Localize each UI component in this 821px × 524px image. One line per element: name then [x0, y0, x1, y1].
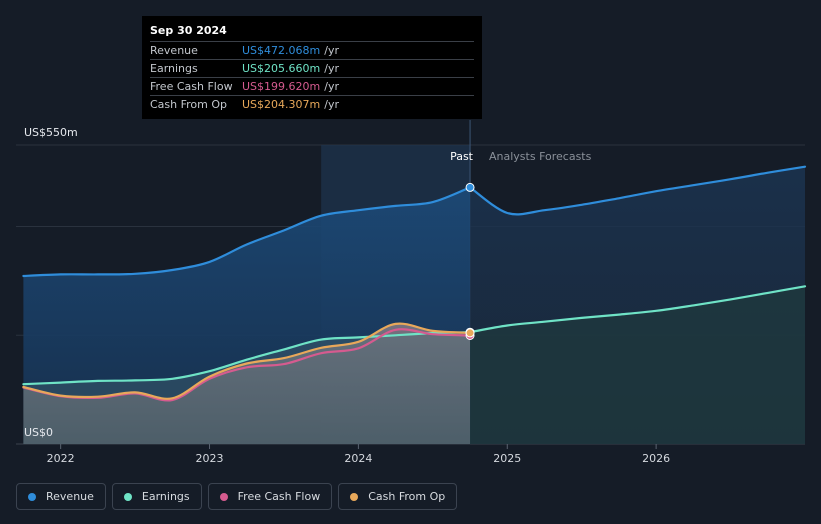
- tooltip-fcf-unit: /yr: [324, 80, 339, 93]
- legend-item-earnings[interactable]: Earnings: [111, 483, 202, 510]
- tooltip-earnings-name: Earnings: [150, 62, 198, 75]
- legend-dot-icon: [219, 492, 228, 501]
- past-label: Past: [450, 150, 474, 163]
- tooltip-date: Sep 30 2024: [150, 24, 227, 37]
- tooltip-cfo-unit: /yr: [324, 98, 339, 111]
- tooltip-revenue-name: Revenue: [150, 44, 198, 57]
- marker-cash-from-op: [465, 328, 475, 338]
- revenue-forecast-line: [468, 165, 807, 216]
- earnings-forecast-line: [468, 285, 807, 334]
- tooltip-fcf-value: US$199.620m: [242, 80, 321, 93]
- marker-revenue: [465, 182, 475, 192]
- legend-item-cash-from-op[interactable]: Cash From Op: [338, 483, 458, 510]
- cash-from-op-line: [22, 322, 472, 400]
- y-axis-top-label: US$550m: [24, 126, 78, 139]
- legend-dot-icon: [123, 492, 132, 501]
- tooltip-cfo-name: Cash From Op: [150, 98, 228, 111]
- tooltip-earnings-unit: /yr: [324, 62, 339, 75]
- legend: Revenue Earnings Free Cash Flow Cash Fro…: [16, 483, 458, 510]
- tooltip-cfo-value: US$204.307m: [242, 98, 321, 111]
- tooltip-fcf-name: Free Cash Flow: [150, 80, 233, 93]
- earnings-area: [23, 332, 471, 444]
- earnings-forecast-area: [470, 286, 805, 444]
- legend-dot-icon: [350, 492, 359, 501]
- tooltip-earnings-value: US$205.660m: [242, 62, 321, 75]
- tooltip-revenue-value: US$472.068m: [242, 44, 321, 57]
- forecast-label: Analysts Forecasts: [489, 150, 592, 163]
- legend-label: Cash From Op: [368, 490, 446, 503]
- legend-label: Earnings: [141, 490, 190, 503]
- earnings-line: [22, 331, 472, 386]
- legend-item-revenue[interactable]: Revenue: [16, 483, 106, 510]
- legend-dot-icon: [28, 492, 36, 501]
- tooltip: Sep 30 2024 Revenue US$472.068m /yr Earn…: [142, 16, 482, 119]
- x-tick-label: 2025: [493, 452, 521, 465]
- x-tick-label: 2023: [196, 452, 224, 465]
- cash-area: [23, 323, 471, 444]
- tooltip-revenue-unit: /yr: [324, 44, 339, 57]
- x-tick-label: 2026: [642, 452, 670, 465]
- tooltip-row-earnings: Earnings US$205.660m /yr: [150, 59, 474, 77]
- legend-label: Revenue: [46, 490, 94, 503]
- tooltip-row-fcf: Free Cash Flow US$199.620m /yr: [150, 77, 474, 95]
- revenue-line: [22, 186, 472, 278]
- tooltip-row-cfo: Cash From Op US$204.307m /yr: [150, 95, 474, 113]
- y-axis-bottom-label: US$0: [24, 426, 53, 439]
- x-tick-label: 2022: [47, 452, 75, 465]
- tooltip-row-revenue: Revenue US$472.068m /yr: [150, 41, 474, 59]
- x-tick-label: 2024: [344, 452, 372, 465]
- legend-item-free-cash-flow[interactable]: Free Cash Flow: [207, 483, 333, 510]
- legend-label: Free Cash Flow: [237, 490, 321, 503]
